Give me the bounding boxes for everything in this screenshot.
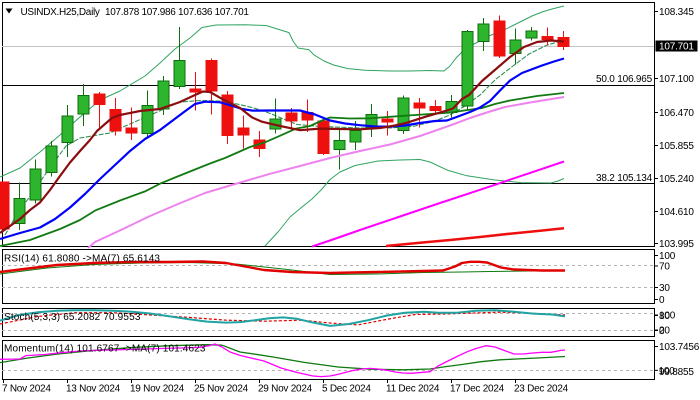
svg-text:99.8855: 99.8855 (659, 367, 694, 378)
svg-text:Stoch(5,3,3) 65.2082 70.9553: Stoch(5,3,3) 65.2082 70.9553 (4, 312, 141, 323)
svg-text:105.855: 105.855 (659, 141, 694, 152)
svg-text:17 Dec 2024: 17 Dec 2024 (450, 384, 505, 395)
svg-text:107.878 107.986 107.636 107.70: 107.878 107.986 107.636 107.701 (105, 7, 249, 18)
svg-text:103.7456: 103.7456 (659, 342, 700, 353)
svg-text:25 Nov 2024: 25 Nov 2024 (194, 384, 249, 395)
svg-text:30: 30 (659, 283, 670, 294)
svg-text:100: 100 (659, 366, 676, 377)
svg-text:80: 80 (659, 311, 670, 322)
svg-text:29 Nov 2024: 29 Nov 2024 (258, 384, 313, 395)
svg-text:106.470: 106.470 (659, 108, 694, 119)
svg-text:103.995: 103.995 (659, 239, 694, 250)
svg-text:100: 100 (659, 251, 676, 262)
svg-text:38.2 105.134: 38.2 105.134 (596, 173, 653, 184)
svg-text:107.100: 107.100 (659, 74, 694, 85)
svg-text:13 Nov 2024: 13 Nov 2024 (66, 384, 121, 395)
svg-text:0: 0 (659, 295, 665, 306)
svg-text:100: 100 (659, 311, 676, 322)
svg-text:Momentum(14) 101.6767 ->MA(7): Momentum(14) 101.6767 ->MA(7) 101.4623 (4, 344, 206, 355)
svg-text:23 Dec 2024: 23 Dec 2024 (514, 384, 569, 395)
svg-text:11 Dec 2024: 11 Dec 2024 (386, 384, 440, 395)
svg-text:19 Nov 2024: 19 Nov 2024 (130, 384, 185, 395)
svg-text:RSI(14) 61.8080 ->MA(7) 65.61: RSI(14) 61.8080 ->MA(7) 65.6143 (4, 254, 160, 265)
svg-text:104.610: 104.610 (659, 207, 694, 218)
svg-text:105.240: 105.240 (659, 174, 694, 185)
svg-text:USINDX.H25,Daily: USINDX.H25,Daily (21, 7, 100, 18)
svg-text:5 Dec 2024: 5 Dec 2024 (322, 384, 371, 395)
svg-text:20: 20 (659, 326, 670, 337)
svg-text:70: 70 (659, 261, 670, 272)
svg-text:0: 0 (659, 326, 665, 337)
svg-text:7 Nov 2024: 7 Nov 2024 (2, 384, 51, 395)
svg-text:108.345: 108.345 (659, 7, 694, 18)
svg-text:107.701: 107.701 (659, 42, 694, 53)
svg-text:50.0 106.965: 50.0 106.965 (596, 74, 653, 85)
